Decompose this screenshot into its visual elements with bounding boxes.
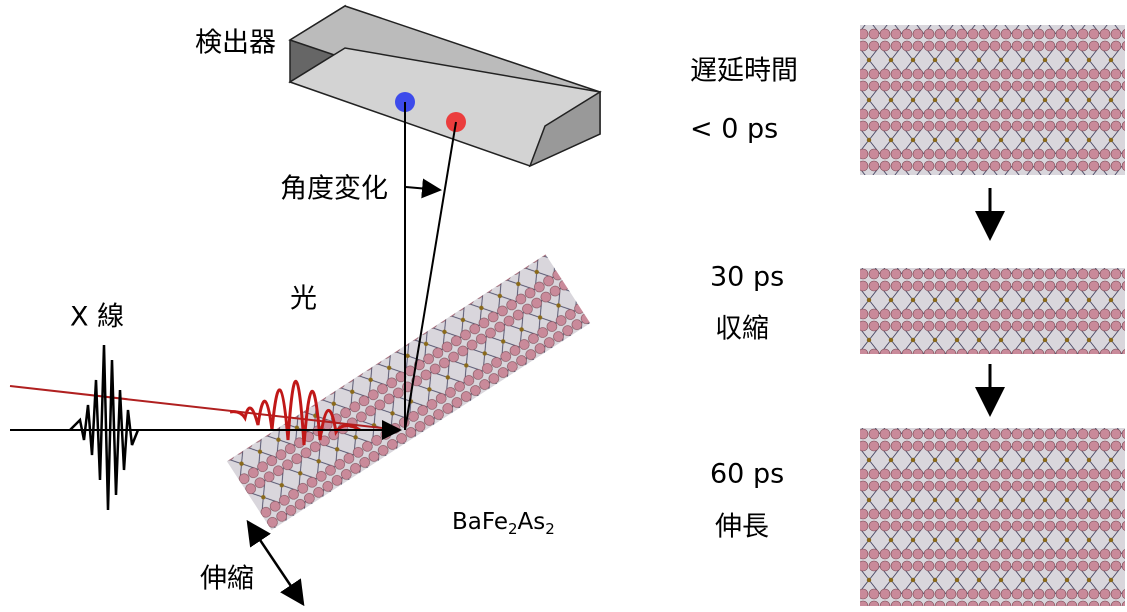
xray-wave [69, 344, 140, 511]
delay-state: 収縮 [715, 314, 769, 345]
crystal-expanded [860, 428, 1125, 606]
formula-sub: 2 [545, 520, 555, 538]
crystal-initial [860, 25, 1125, 175]
light-label: 光 [290, 284, 317, 315]
formula-part: As [518, 509, 546, 535]
detector [288, 4, 602, 168]
crystal [226, 254, 591, 531]
detector-label: 検出器 [195, 28, 276, 59]
diffracted-beam [404, 121, 457, 431]
formula-part: BaFe [452, 509, 508, 535]
angle-arrow [405, 178, 442, 199]
stretch-arrow [246, 519, 305, 607]
delay-title: 遅延時間 [690, 56, 798, 87]
delay-state: 伸長 [715, 512, 769, 543]
delay-time: 30 ps [710, 262, 784, 293]
xray-label: X 線 [70, 302, 124, 333]
crystal-compressed [860, 268, 1125, 354]
stretch-label: 伸縮 [200, 564, 254, 595]
formula-sub: 2 [508, 520, 518, 538]
light-wave [229, 379, 361, 446]
material-label: BaFe2As2 [452, 509, 555, 538]
angle-label: 角度変化 [280, 174, 388, 205]
delay-time: < 0 ps [690, 114, 778, 145]
delay-time: 60 ps [710, 459, 784, 490]
